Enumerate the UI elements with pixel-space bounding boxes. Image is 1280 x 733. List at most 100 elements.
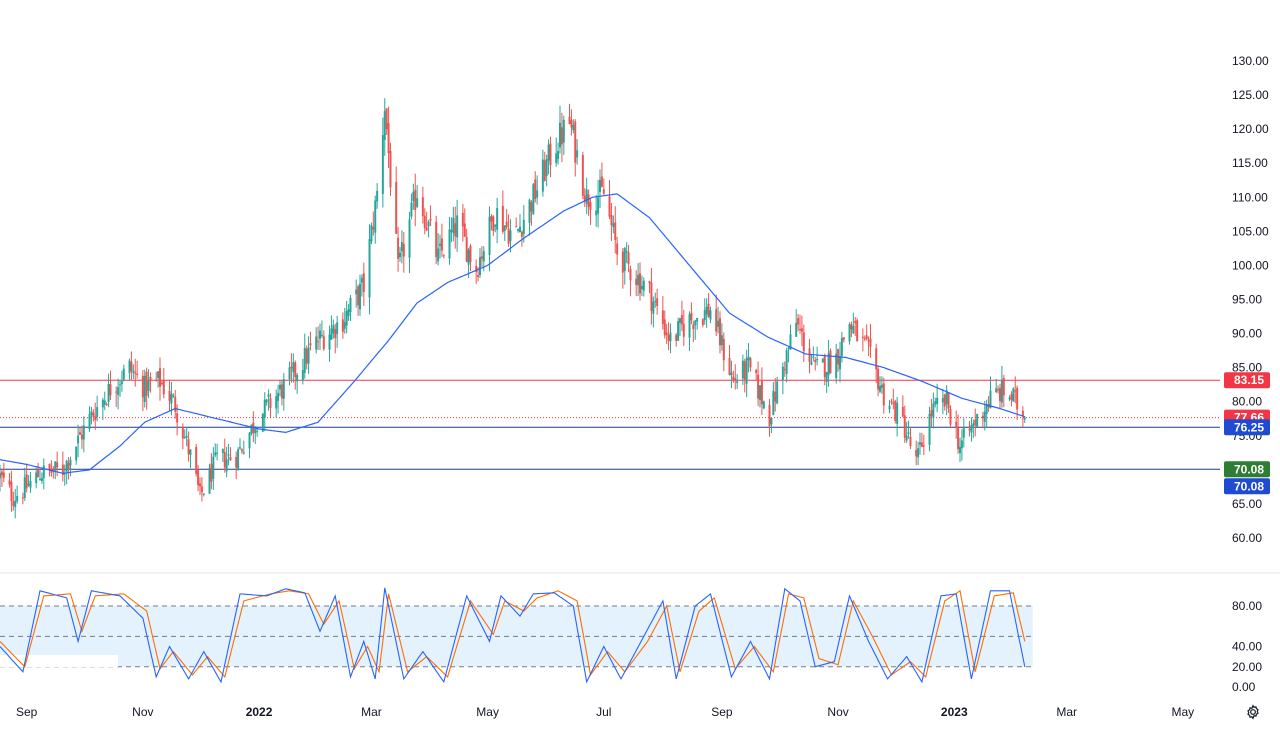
candle-body xyxy=(572,124,575,131)
candle-body xyxy=(269,398,272,408)
candle-body xyxy=(463,223,466,237)
candle-body xyxy=(174,396,177,412)
candle-body xyxy=(8,480,11,485)
candle-body xyxy=(21,497,24,499)
candle-body xyxy=(75,446,78,461)
candle-body xyxy=(292,362,295,373)
candle-body xyxy=(402,243,405,257)
candle-body xyxy=(719,318,721,346)
candle-body xyxy=(848,324,851,342)
candle-body xyxy=(955,421,958,428)
candle-body xyxy=(663,319,666,336)
candle-body xyxy=(256,430,259,432)
price-badge-background xyxy=(1224,419,1270,436)
candle-body xyxy=(528,199,531,223)
candle-body xyxy=(307,347,310,364)
candle-body xyxy=(16,496,19,502)
candle-body xyxy=(656,298,659,306)
candle-body xyxy=(90,411,93,415)
chart-settings-button[interactable] xyxy=(1240,700,1266,724)
candle-body xyxy=(654,300,657,302)
candle-body xyxy=(263,399,266,418)
candle-body xyxy=(67,463,70,469)
candle-body xyxy=(197,470,200,486)
candle-body xyxy=(294,362,297,378)
candle-body xyxy=(957,427,960,450)
candle-body xyxy=(520,231,523,237)
candle-body xyxy=(490,215,493,222)
candle-body xyxy=(892,402,895,405)
candle-body xyxy=(479,257,481,276)
candle-body xyxy=(425,227,428,231)
candle-body xyxy=(614,222,617,240)
candle-body xyxy=(541,159,544,192)
candle-body xyxy=(437,248,440,262)
candle-body xyxy=(389,151,392,188)
candle-body xyxy=(334,328,337,339)
moving-average-line[interactable] xyxy=(0,193,1025,474)
stochastic-d-line[interactable] xyxy=(0,589,1026,679)
candle-body xyxy=(772,391,775,416)
stochastic-k-line[interactable] xyxy=(0,587,1026,684)
time-axis-tick: Sep xyxy=(711,705,733,719)
candle-body xyxy=(501,205,504,232)
candle-body xyxy=(894,400,897,421)
candle-body xyxy=(869,338,872,347)
candle-body xyxy=(12,501,15,506)
candle-body xyxy=(667,334,670,341)
candle-body xyxy=(27,484,30,486)
candle-body xyxy=(440,238,443,251)
candle-body xyxy=(652,301,655,314)
candle-body xyxy=(560,127,563,145)
candle-body xyxy=(187,439,190,455)
candle-body xyxy=(492,216,495,232)
candle-body xyxy=(503,225,506,231)
candle-body xyxy=(983,411,986,422)
candle-body xyxy=(627,252,630,264)
candle-body xyxy=(589,202,592,210)
candle-body xyxy=(800,328,803,332)
candle-body xyxy=(736,381,739,383)
candle-body xyxy=(821,358,824,363)
candle-body xyxy=(399,252,401,258)
candle-body xyxy=(865,335,868,340)
candle-body xyxy=(412,191,415,202)
candle-body xyxy=(461,212,464,227)
candle-body xyxy=(1010,394,1013,401)
oscillator-axis-tick: 80.00 xyxy=(1232,599,1262,613)
candle-body xyxy=(82,425,85,440)
candle-body xyxy=(517,228,520,231)
time-axis-tick: 2022 xyxy=(246,705,273,719)
price-axis-tick: 130.00 xyxy=(1232,54,1269,68)
candle-body xyxy=(543,160,546,181)
candle-body xyxy=(877,368,880,390)
time-axis-tick: 2023 xyxy=(941,705,968,719)
candle-body xyxy=(69,459,72,466)
candle-body xyxy=(42,465,45,479)
time-axis-tick: Mar xyxy=(361,705,382,719)
candle-body xyxy=(717,320,720,327)
oscillator-axis-tick: 20.00 xyxy=(1232,660,1262,674)
candle-body xyxy=(282,379,285,399)
candle-body xyxy=(107,383,110,403)
candle-body xyxy=(214,452,217,456)
candle-body xyxy=(981,415,984,419)
candle-body xyxy=(229,456,232,461)
candle-body xyxy=(650,282,653,312)
candle-body xyxy=(88,414,91,429)
candle-body xyxy=(147,380,150,391)
candle-body xyxy=(408,219,411,258)
candle-body xyxy=(509,230,512,242)
candle-body xyxy=(854,320,857,324)
candle-body xyxy=(1014,390,1017,392)
candle-body xyxy=(320,335,323,337)
candle-body xyxy=(277,392,280,401)
price-axis-tick: 115.00 xyxy=(1232,156,1268,170)
candle-body xyxy=(208,468,211,494)
candle-body xyxy=(1000,379,1003,403)
candle-body xyxy=(336,322,339,335)
candle-body xyxy=(162,379,165,395)
candle-body xyxy=(29,480,32,488)
